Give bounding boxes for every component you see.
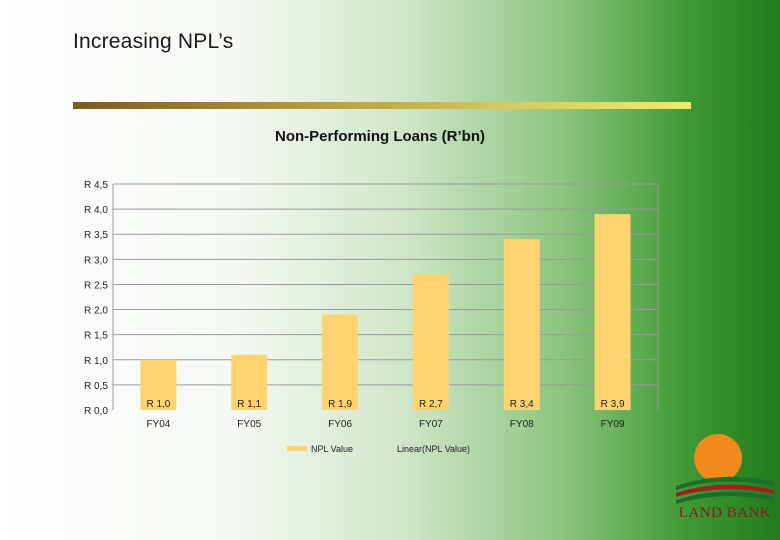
x-tick-label: FY07 — [419, 419, 443, 430]
x-tick-label: FY04 — [146, 419, 170, 430]
x-tick-label: FY06 — [328, 419, 352, 430]
y-tick-label: R 4,0 — [84, 205, 108, 216]
data-label: R 3,9 — [601, 399, 625, 410]
data-label: R 1,1 — [237, 399, 261, 410]
y-tick-label: R 2,5 — [84, 280, 108, 291]
x-axis-ticks: FY04 FY05 FY06 FY07 FY08 FY09 — [146, 419, 625, 430]
y-tick-label: R 4,5 — [84, 180, 108, 191]
bar-fy05 — [231, 354, 268, 410]
grid-lines — [112, 183, 659, 410]
y-tick-label: R 0,5 — [84, 381, 108, 392]
x-tick-label: FY05 — [237, 419, 261, 430]
bars — [140, 214, 631, 410]
bar-fy08 — [503, 239, 540, 410]
y-tick-label: R 2,0 — [84, 306, 108, 317]
y-tick-label: R 1,0 — [84, 356, 108, 367]
title-rule — [73, 102, 691, 109]
data-label: R 1,9 — [328, 399, 352, 410]
bar-fy04 — [140, 359, 177, 410]
bar-fy09 — [594, 214, 631, 410]
y-tick-label: R 1,5 — [84, 331, 108, 342]
y-tick-label: R 0,0 — [84, 406, 108, 417]
bar-fy07 — [412, 274, 449, 410]
chart-title: Non-Performing Loans (R’bn) — [275, 128, 485, 145]
bar-fy06 — [322, 314, 359, 410]
data-label: R 1,0 — [146, 399, 170, 410]
y-axis-ticks: R 0,0 R 0,5 R 1,0 R 1,5 R 2,0 R 2,5 R 3,0 R 3,5… — [84, 180, 108, 417]
y-tick-label: R 3,5 — [84, 230, 108, 241]
legend-label: NPL Value — [311, 444, 353, 454]
logo-text: LAND BANK — [678, 505, 772, 521]
land-bank-logo — [676, 434, 774, 504]
sun-icon — [694, 434, 742, 482]
data-labels: R 1,0 R 1,1 R 1,9 R 2,7 R 3,4 R 3,9 — [146, 399, 625, 410]
x-tick-label: FY09 — [601, 419, 625, 430]
x-tick-label: FY08 — [510, 419, 534, 430]
data-label: R 2,7 — [419, 399, 443, 410]
data-label: R 3,4 — [510, 399, 534, 410]
field-stripes-icon — [676, 476, 774, 504]
slide-title: Increasing NPL’s — [73, 30, 234, 53]
legend: NPL Value Linear(NPL Value) — [287, 444, 470, 454]
legend-swatch-npl-value — [287, 446, 307, 451]
legend-label: Linear(NPL Value) — [397, 444, 470, 454]
y-tick-label: R 3,0 — [84, 255, 108, 266]
